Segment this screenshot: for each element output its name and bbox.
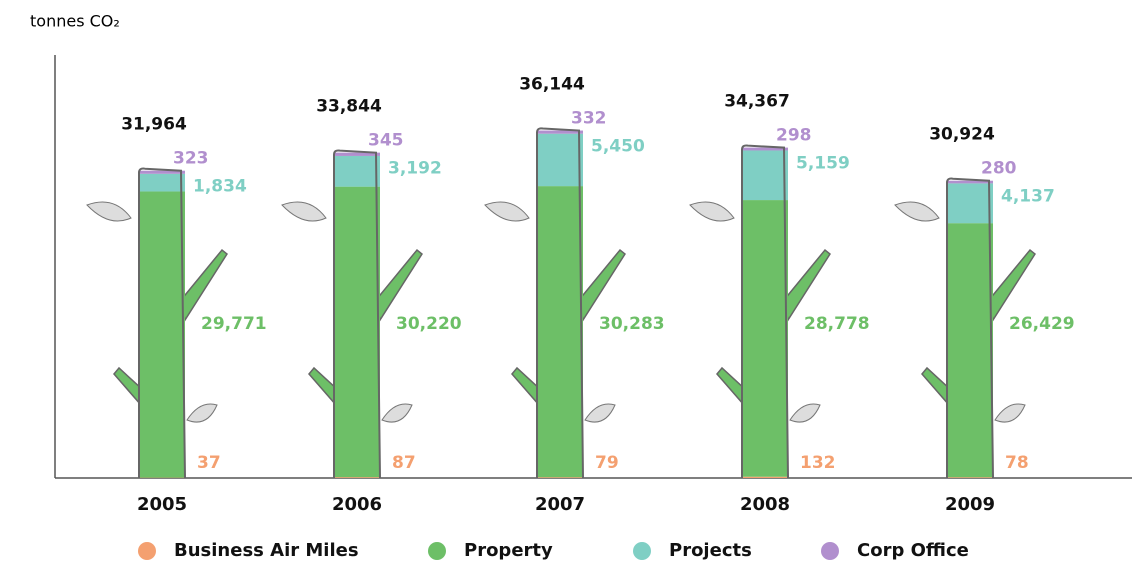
value-label: 26,429 bbox=[1009, 314, 1075, 334]
x-tick-label: 2007 bbox=[535, 494, 585, 515]
trunk-outline bbox=[138, 167, 186, 479]
legend-label: Corp Office bbox=[857, 540, 969, 561]
y-axis-label: tonnes CO₂ bbox=[30, 12, 120, 31]
branch bbox=[783, 248, 831, 322]
value-label: 28,778 bbox=[804, 314, 870, 334]
leaf bbox=[994, 403, 1026, 423]
branch bbox=[988, 248, 1036, 322]
leaf bbox=[281, 201, 327, 222]
x-tick-label: 2008 bbox=[740, 494, 790, 515]
bar-segment bbox=[947, 223, 993, 478]
value-label: 132 bbox=[800, 453, 836, 473]
value-label: 3,192 bbox=[388, 159, 442, 179]
branch bbox=[578, 248, 626, 322]
bar-segment bbox=[742, 200, 788, 477]
legend-marker bbox=[428, 542, 446, 560]
leaf bbox=[584, 403, 616, 423]
bar-segment bbox=[334, 186, 380, 478]
leaf bbox=[86, 201, 132, 222]
total-label: 36,144 bbox=[519, 75, 585, 95]
leaf bbox=[186, 403, 218, 423]
leaf bbox=[689, 201, 735, 222]
value-label: 4,137 bbox=[1001, 187, 1055, 207]
x-tick-label: 2006 bbox=[332, 494, 382, 515]
trunk-outline bbox=[946, 177, 994, 479]
trunk-outline bbox=[741, 144, 789, 479]
value-label: 87 bbox=[392, 453, 416, 473]
bar-segment bbox=[947, 183, 993, 224]
bar-segment bbox=[334, 477, 380, 478]
bar-segment bbox=[742, 150, 788, 201]
value-label: 298 bbox=[776, 126, 812, 146]
value-label: 332 bbox=[571, 109, 607, 129]
bar-segment bbox=[334, 152, 380, 156]
bar-segment bbox=[537, 477, 583, 478]
bar-segment bbox=[334, 155, 380, 187]
value-label: 37 bbox=[197, 453, 221, 473]
value-label: 30,283 bbox=[599, 314, 665, 334]
value-label: 30,220 bbox=[396, 314, 462, 334]
total-label: 31,964 bbox=[121, 115, 187, 135]
value-label: 79 bbox=[595, 453, 619, 473]
leaf bbox=[484, 201, 530, 222]
value-label: 1,834 bbox=[193, 177, 247, 197]
total-label: 30,924 bbox=[929, 125, 995, 145]
bar-segment bbox=[947, 180, 993, 184]
x-tick-label: 2005 bbox=[137, 494, 187, 515]
value-label: 5,450 bbox=[591, 137, 645, 157]
leaf bbox=[894, 201, 940, 222]
value-label: 345 bbox=[368, 131, 404, 151]
trunk-outline bbox=[536, 127, 584, 479]
total-label: 34,367 bbox=[724, 92, 790, 112]
bar-segment bbox=[742, 476, 788, 478]
legend-label: Projects bbox=[669, 540, 752, 561]
bar-segment bbox=[139, 191, 185, 478]
legend-label: Property bbox=[464, 540, 553, 561]
x-tick-label: 2009 bbox=[945, 494, 995, 515]
legend-label: Business Air Miles bbox=[174, 540, 359, 561]
leaf bbox=[789, 403, 821, 423]
bar-segment bbox=[742, 147, 788, 151]
value-label: 323 bbox=[173, 149, 209, 169]
bar-segment bbox=[537, 133, 583, 187]
bar-segment bbox=[139, 173, 185, 192]
branch bbox=[180, 248, 228, 322]
bar-segment bbox=[139, 170, 185, 174]
branch bbox=[375, 248, 423, 322]
value-label: 29,771 bbox=[201, 314, 267, 334]
legend-marker bbox=[138, 542, 156, 560]
legend-marker bbox=[633, 542, 651, 560]
bar-segment bbox=[947, 477, 993, 478]
bar-segment bbox=[537, 186, 583, 478]
leaf bbox=[381, 403, 413, 423]
trunk-outline bbox=[333, 149, 381, 479]
value-label: 78 bbox=[1005, 453, 1029, 473]
total-label: 33,844 bbox=[316, 97, 382, 117]
legend-marker bbox=[821, 542, 839, 560]
bar-segment bbox=[537, 130, 583, 134]
value-label: 280 bbox=[981, 159, 1017, 179]
value-label: 5,159 bbox=[796, 154, 850, 174]
